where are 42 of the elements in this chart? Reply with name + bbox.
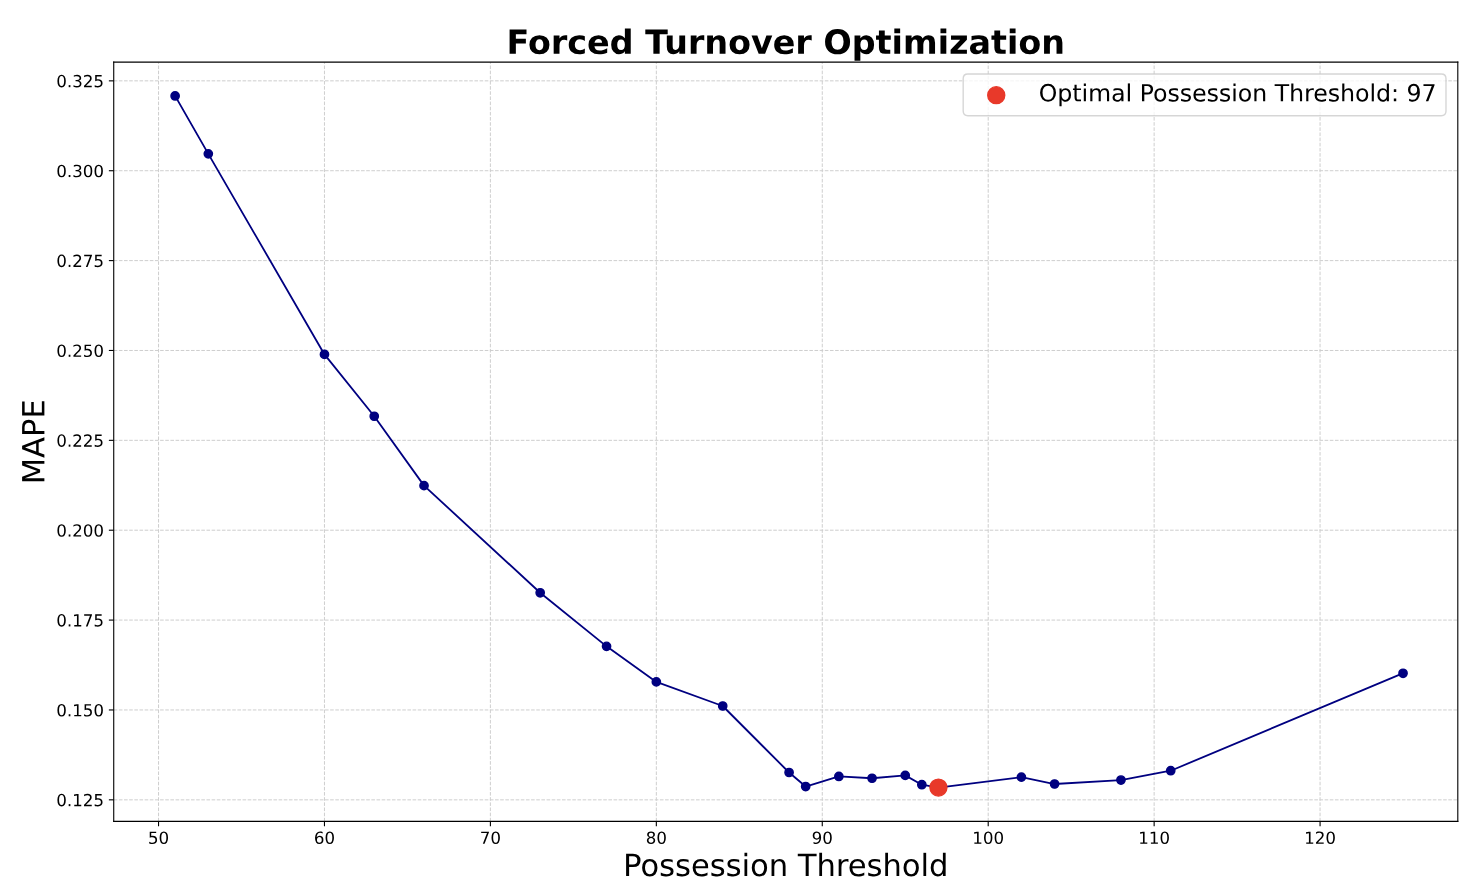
point [834, 771, 844, 782]
point [535, 587, 546, 598]
point [1398, 668, 1408, 679]
point [1016, 772, 1027, 783]
y-tick-label: 0.200 [57, 524, 103, 537]
x-tick-label: 70 [481, 831, 500, 845]
point [800, 781, 811, 792]
x-tick-label: 50 [149, 831, 169, 845]
point [1165, 765, 1176, 776]
point [717, 701, 728, 711]
point [651, 677, 662, 687]
point [369, 411, 380, 422]
y-tick-label: 0.225 [57, 434, 103, 447]
y-tick-label: 0.325 [57, 74, 103, 88]
point [319, 349, 330, 360]
point [203, 148, 214, 159]
x-tick-label: 120 [1306, 831, 1335, 845]
point [1049, 779, 1060, 789]
x-tick-label: 80 [646, 831, 666, 845]
point [900, 770, 911, 781]
point [929, 778, 948, 797]
point [867, 773, 877, 784]
x-tick-label: 60 [315, 831, 334, 845]
point [601, 641, 612, 652]
x-axis-title: Possession Threshold [626, 852, 946, 877]
point [419, 480, 429, 491]
x-tick-label: 90 [812, 831, 832, 845]
y-axis-title: MAPE [22, 401, 45, 482]
y-tick-label: 0.125 [57, 793, 103, 807]
point [1116, 775, 1126, 785]
legend-label: Optimal Possession Threshold: 97 [1040, 83, 1435, 107]
chart-title: Forced Turnover Optimization [509, 28, 1063, 61]
x-tick-label: 110 [1140, 831, 1169, 845]
point [784, 767, 794, 778]
y-tick-label: 0.250 [57, 344, 103, 358]
point [916, 779, 927, 790]
x-tick-label: 100 [974, 831, 1003, 845]
y-tick-label: 0.150 [57, 703, 103, 717]
point [170, 91, 180, 101]
y-tick-label: 0.300 [57, 164, 103, 178]
y-tick-label: 0.175 [57, 614, 103, 627]
y-tick-label: 0.275 [57, 254, 103, 268]
